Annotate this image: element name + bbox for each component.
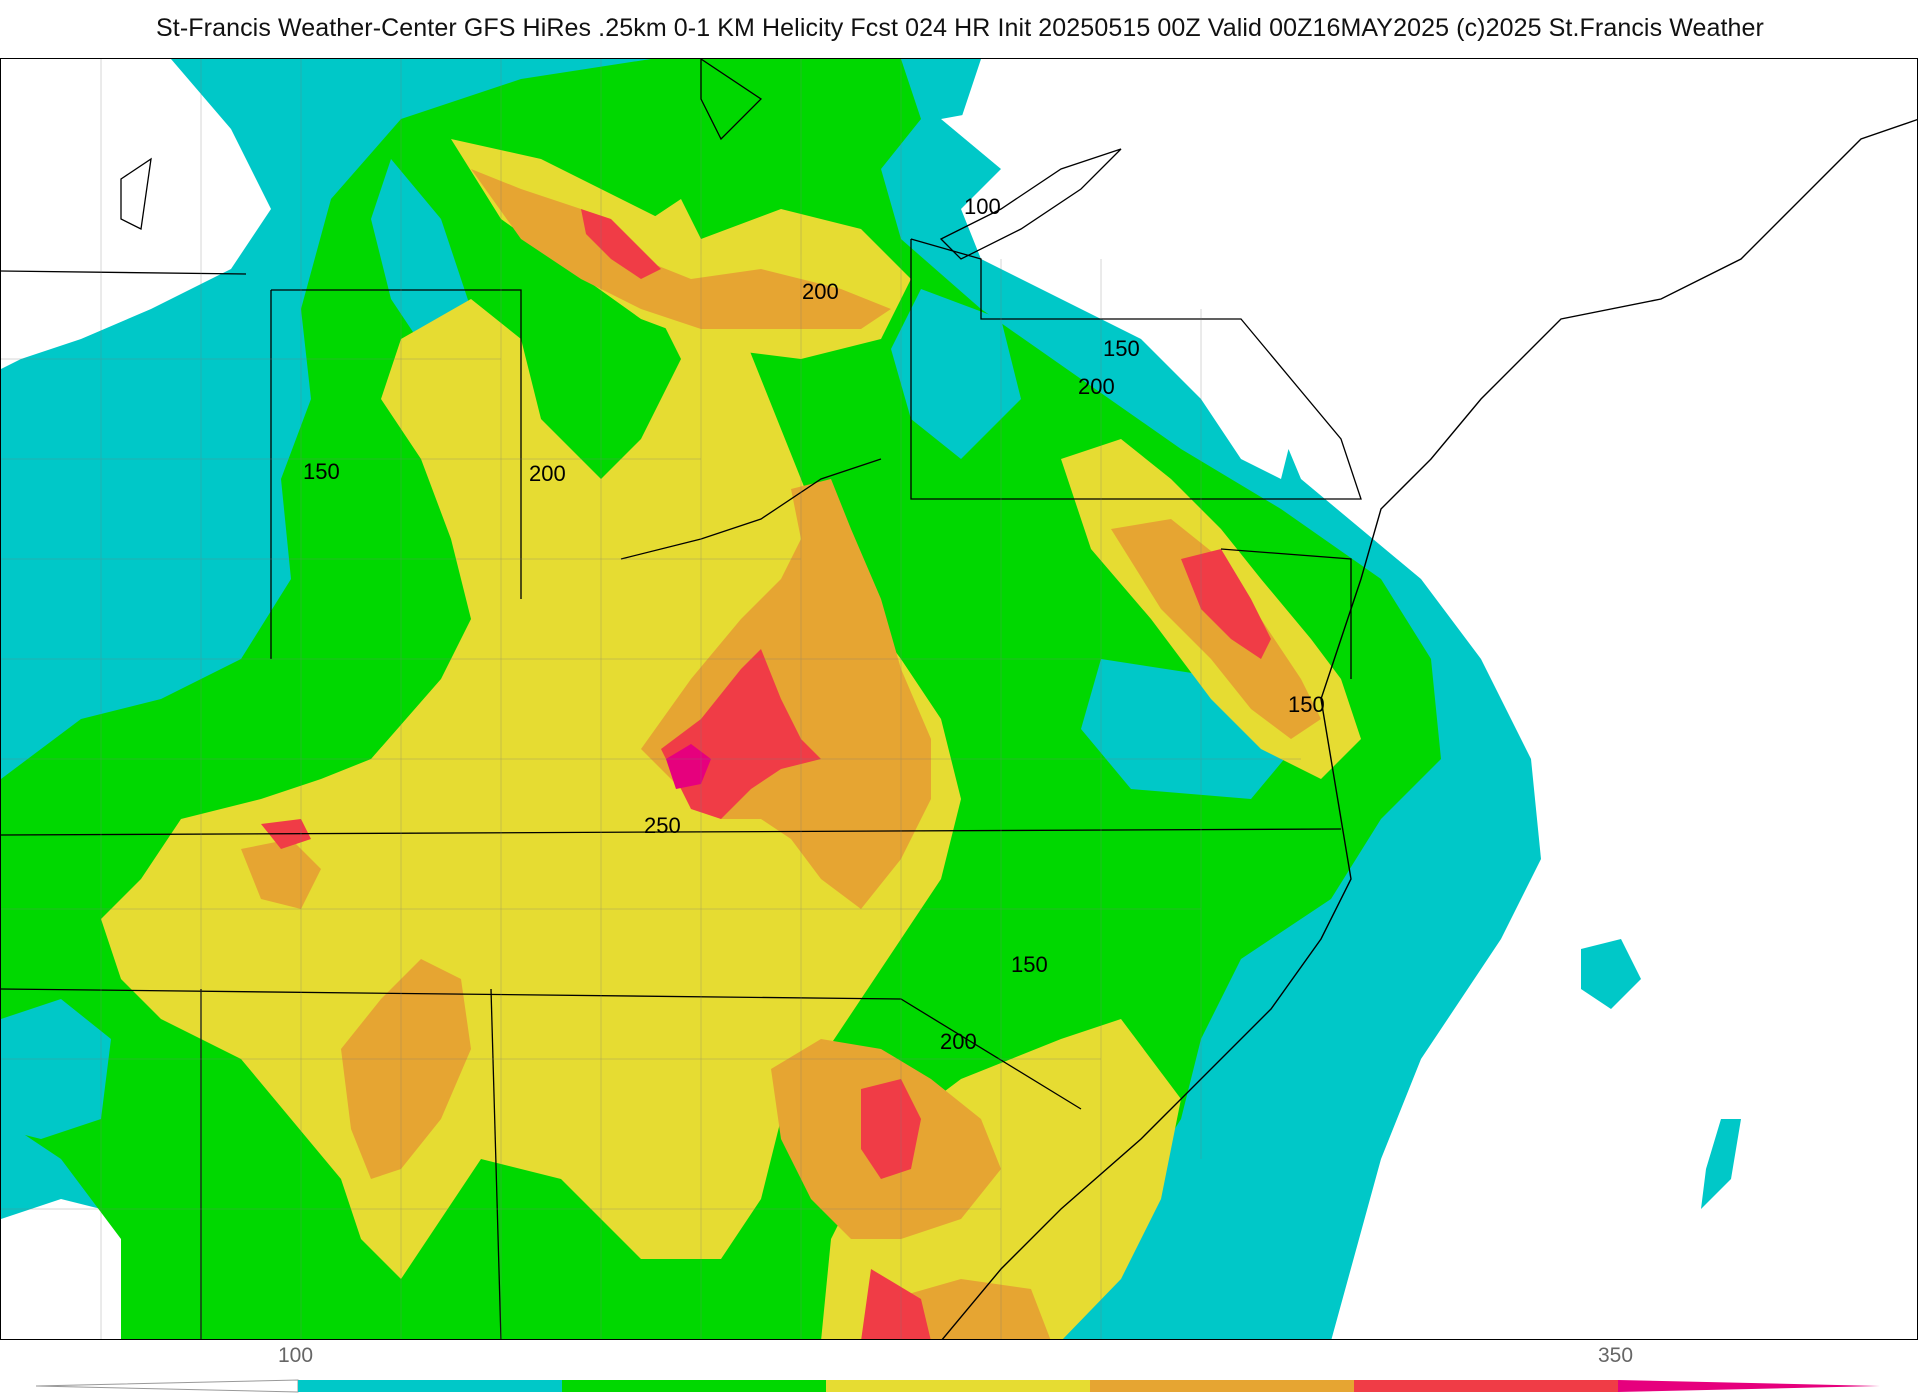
helicity-hole-cyan-5 xyxy=(1,999,111,1139)
contour-label: 100 xyxy=(964,194,1001,219)
map-canvas: 100 200 150 200 150 200 150 250 150 200 xyxy=(1,59,1917,1339)
land-below-100-northeast xyxy=(941,99,1301,479)
great-lakes-outline xyxy=(120,59,1122,260)
colorbar-low-arrow xyxy=(35,1379,299,1393)
helicity-band-350-plus xyxy=(666,744,711,789)
colorbar: 100 350 xyxy=(0,1340,1920,1400)
contour-label: 150 xyxy=(303,459,340,484)
helicity-band-300-350-carolina xyxy=(861,1079,921,1179)
helicity-hole-cyan-2 xyxy=(891,289,1021,459)
colorbar-segment xyxy=(826,1380,1090,1392)
helicity-band-300-350-chesapeake xyxy=(1181,549,1271,659)
contour-label: 200 xyxy=(940,1029,977,1054)
county-borders xyxy=(1,59,1301,1339)
helicity-band-200-250-main xyxy=(101,199,961,1279)
contour-label: 200 xyxy=(802,279,839,304)
colorbar-segment xyxy=(562,1380,826,1392)
contour-label: 250 xyxy=(644,813,681,838)
contour-label: 150 xyxy=(1011,952,1048,977)
coastline xyxy=(941,118,1917,1339)
sea-cyan-blob-1 xyxy=(1581,939,1641,1009)
contour-label: 150 xyxy=(1103,336,1140,361)
colorbar-segment xyxy=(1354,1380,1618,1392)
helicity-band-300-350-coast xyxy=(861,1269,931,1339)
title-bar: St-Francis Weather-Center GFS HiRes .25k… xyxy=(0,0,1920,58)
helicity-map: 100 200 150 200 150 200 150 250 150 200 xyxy=(0,58,1918,1340)
helicity-band-250-300-west xyxy=(341,959,471,1179)
helicity-hole-cyan-1 xyxy=(371,159,471,359)
helicity-band-250-300-chesapeake xyxy=(1111,519,1321,739)
colorbar-segment xyxy=(298,1380,562,1392)
ocean-below-100 xyxy=(1091,59,1917,1339)
helicity-band-below-100-west xyxy=(1,59,271,369)
contour-label: 200 xyxy=(1078,374,1115,399)
colorbar-tick-label: 350 xyxy=(1598,1344,1634,1367)
colorbar-segment xyxy=(1090,1380,1354,1392)
colorbar-tick-label: 100 xyxy=(278,1344,314,1367)
colorbar-strip xyxy=(35,1379,1880,1393)
contour-label: 150 xyxy=(1288,692,1325,717)
sea-cyan-blob-2 xyxy=(1701,1119,1741,1209)
helicity-band-250-300-lakes xyxy=(471,169,891,329)
colorbar-high-arrow xyxy=(1618,1380,1880,1392)
contour-label: 200 xyxy=(529,461,566,486)
chart-title: St-Francis Weather-Center GFS HiRes .25k… xyxy=(156,14,1764,42)
